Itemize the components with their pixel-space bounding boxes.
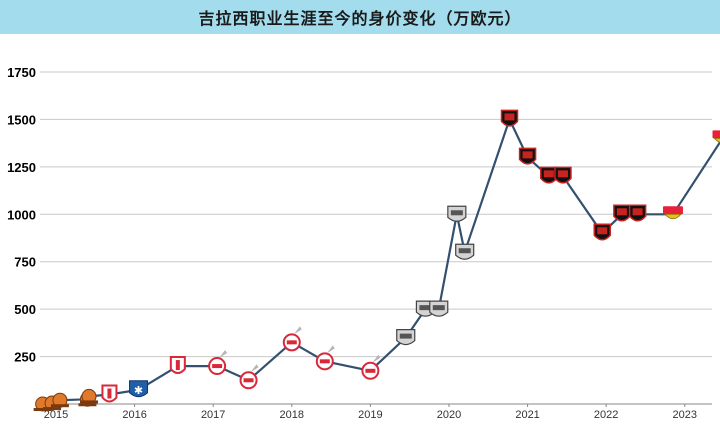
data-point-rennes-badge (554, 166, 572, 184)
y-tick-label: 500 (14, 302, 36, 317)
axis-layer: 250 500 750 1000 1250 1500 1750 2015 2016 2017 201… (7, 65, 697, 421)
grid-layer (40, 71, 712, 405)
data-point-rennes-badge (500, 109, 519, 127)
y-tick-label: 250 (14, 350, 36, 365)
data-point-stuttgart-badge (712, 130, 720, 143)
y-tick-label: 1000 (7, 207, 36, 222)
data-point-lille-badge (101, 384, 118, 403)
data-point-cologne-badge (282, 326, 302, 352)
x-tick-label: 2015 (44, 409, 68, 421)
data-point-sanbenedettese-badge (429, 300, 449, 317)
y-tick-label: 1500 (7, 112, 36, 127)
data-point-sanbenedettese-badge (455, 243, 475, 260)
data-point-sanbenedettese-badge (396, 329, 416, 346)
data-point-salzburg-badge (50, 392, 69, 408)
data-point-salzburg-badge (80, 388, 99, 404)
x-tick-label: 2020 (437, 409, 461, 421)
x-tick-label: 2018 (280, 409, 304, 421)
y-tick-label: 1250 (7, 160, 36, 175)
data-point-rennes-badge (628, 204, 647, 222)
data-point-rennes-badge (518, 147, 537, 165)
title-bar: 吉拉西职业生涯至今的身价变化（万欧元） (0, 0, 720, 34)
data-point-auxerre-badge: ✱ (129, 380, 149, 398)
data-point-cologne-badge (208, 350, 228, 376)
x-tick-label: 2017 (201, 409, 225, 421)
x-tick-label: 2016 (122, 409, 146, 421)
data-point-lille-badge (169, 356, 186, 375)
x-tick-label: 2021 (515, 409, 539, 421)
data-point-rennes-badge (613, 204, 631, 222)
marker-layer: ✱ (33, 109, 720, 412)
data-point-sanbenedettese-badge (447, 205, 467, 222)
data-point-cologne-badge (361, 354, 381, 380)
data-point-cologne-badge (315, 345, 335, 371)
x-tick-label: 2023 (673, 409, 697, 421)
data-point-cologne-badge (239, 364, 259, 390)
x-tick-label: 2022 (594, 409, 618, 421)
x-tick-label: 2019 (358, 409, 382, 421)
y-tick-label: 1750 (7, 65, 36, 80)
data-point-stuttgart-badge (662, 206, 683, 220)
y-tick-label: 750 (14, 255, 36, 270)
chart-title: 吉拉西职业生涯至今的身价变化（万欧元） (198, 9, 522, 28)
data-point-rennes-badge (593, 223, 611, 241)
svg-text:✱: ✱ (134, 384, 143, 397)
